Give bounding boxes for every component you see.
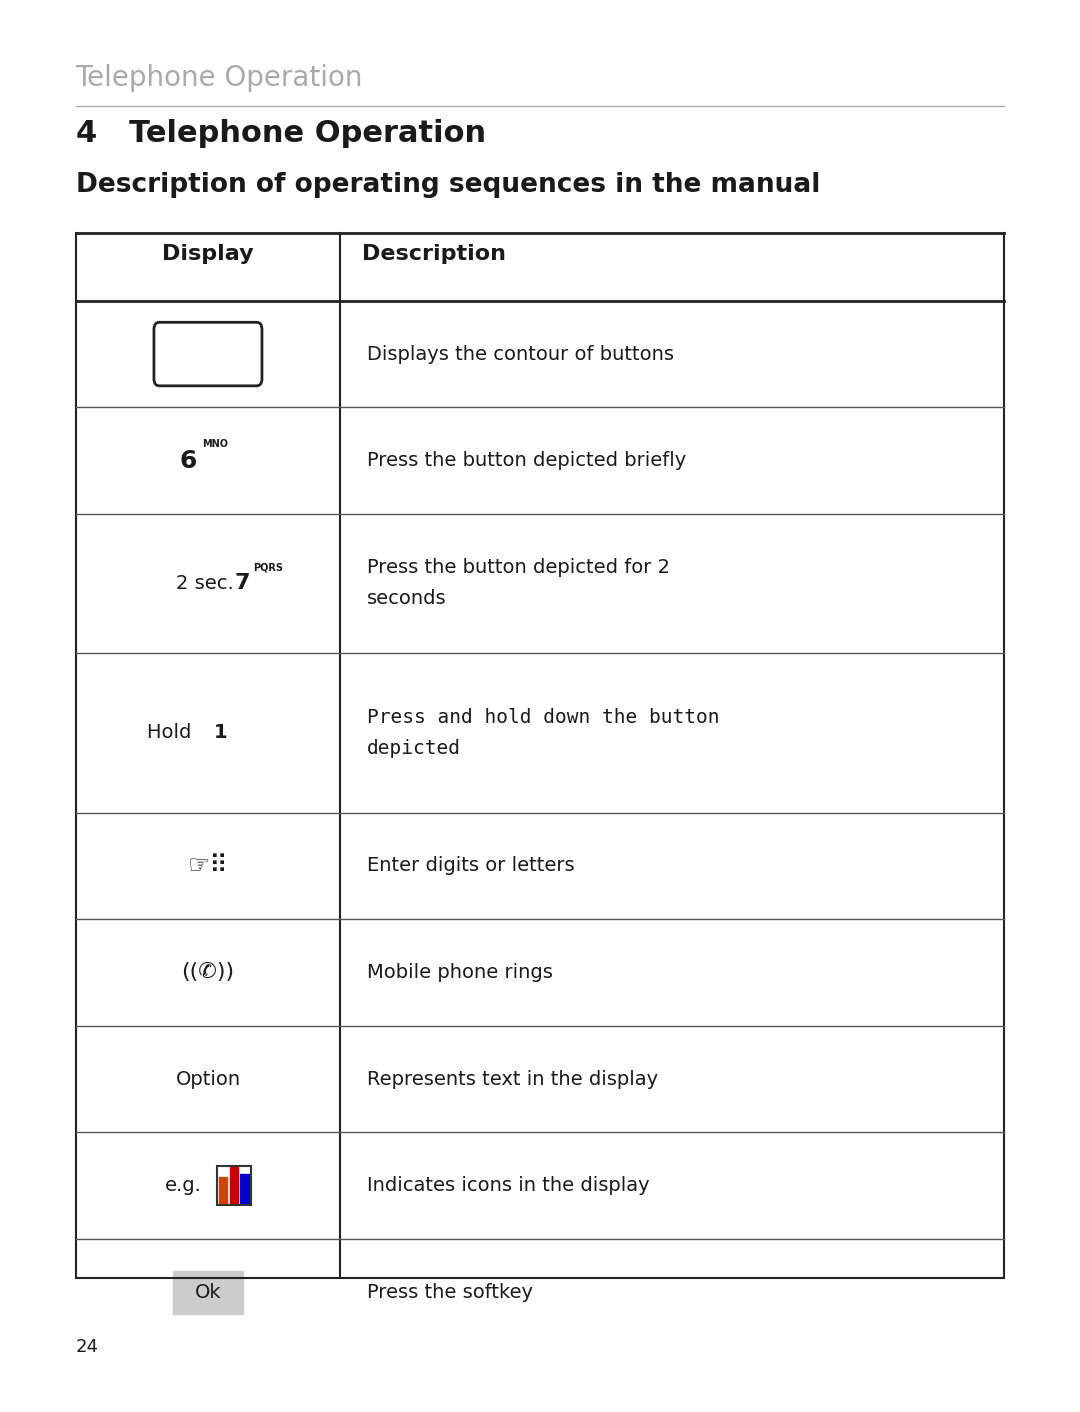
Text: ☞⠿: ☞⠿ (188, 854, 228, 878)
Text: 24: 24 (76, 1337, 98, 1356)
Text: Mobile phone rings: Mobile phone rings (367, 963, 553, 981)
Text: Enter digits or letters: Enter digits or letters (367, 856, 575, 875)
Text: Ok: Ok (194, 1284, 221, 1302)
Text: Display: Display (162, 244, 254, 264)
Text: 1: 1 (214, 723, 227, 743)
Text: 6: 6 (179, 449, 198, 473)
Text: Press and hold down the button: Press and hold down the button (367, 707, 719, 727)
Text: Description: Description (362, 244, 505, 264)
Text: Displays the contour of buttons: Displays the contour of buttons (367, 345, 674, 363)
Text: Press the button depicted briefly: Press the button depicted briefly (367, 452, 687, 470)
Text: ((✆)): ((✆)) (181, 963, 234, 983)
Text: 2 sec.: 2 sec. (176, 573, 240, 593)
Text: e.g.: e.g. (165, 1176, 202, 1195)
Text: Telephone Operation: Telephone Operation (76, 64, 363, 92)
Text: Press the button depicted for 2: Press the button depicted for 2 (367, 558, 671, 578)
Text: Press the softkey: Press the softkey (367, 1284, 534, 1302)
Text: 4   Telephone Operation: 4 Telephone Operation (76, 119, 486, 148)
Text: Description of operating sequences in the manual: Description of operating sequences in th… (76, 172, 820, 198)
Text: PQRS: PQRS (254, 562, 283, 572)
Text: Hold: Hold (147, 723, 198, 743)
Text: seconds: seconds (367, 589, 447, 609)
Text: MNO: MNO (203, 439, 229, 449)
Text: depicted: depicted (367, 738, 461, 758)
Text: Option: Option (175, 1069, 241, 1089)
Text: 7: 7 (235, 573, 251, 593)
Text: Represents text in the display: Represents text in the display (367, 1069, 659, 1089)
Bar (241, 1175, 249, 1203)
Text: Indicates icons in the display: Indicates icons in the display (367, 1176, 650, 1195)
FancyBboxPatch shape (154, 322, 262, 385)
Bar (173, 1271, 243, 1313)
Bar (217, 1166, 252, 1206)
Bar (230, 1168, 239, 1203)
Bar (219, 1178, 228, 1203)
